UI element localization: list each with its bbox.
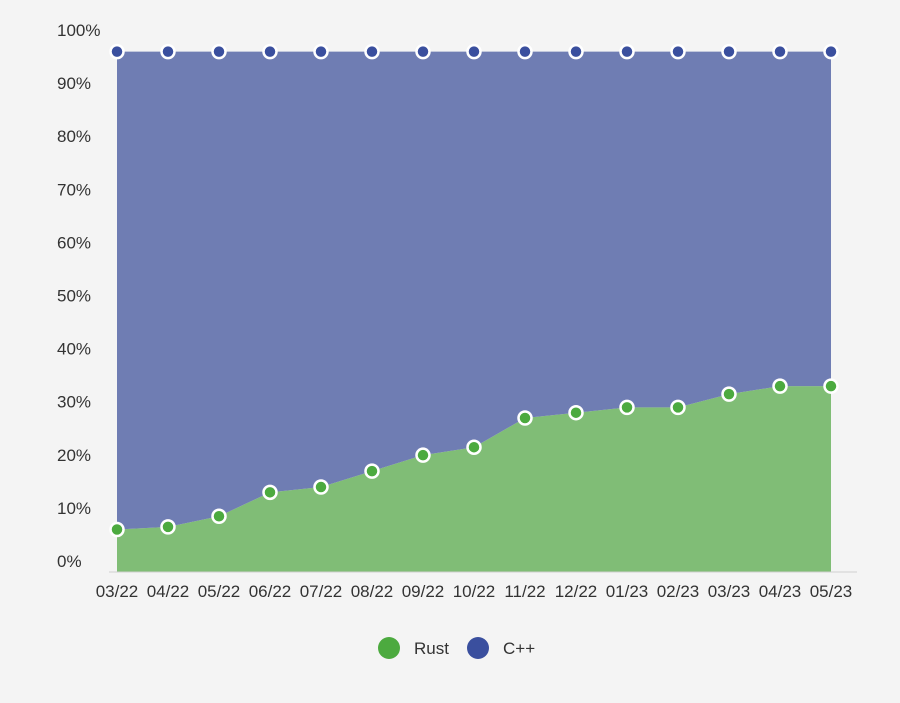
point-rust-0[interactable] <box>109 521 125 538</box>
x-tick-label: 10/22 <box>453 582 496 601</box>
x-tick-label: 08/22 <box>351 582 394 601</box>
y-tick-label: 50% <box>57 287 91 306</box>
x-tick-label: 05/23 <box>810 582 853 601</box>
legend: Rust C++ <box>378 637 535 659</box>
y-tick-label: 100% <box>57 21 100 40</box>
point-rust-4[interactable] <box>313 479 329 495</box>
point-c--9[interactable] <box>568 43 584 60</box>
y-tick-label: 40% <box>57 340 91 359</box>
point-rust-8[interactable] <box>517 410 533 426</box>
x-axis-ticks: 03/22 04/22 05/22 06/22 07/22 08/22 09/22 10/22… <box>96 582 853 601</box>
legend-label-rust[interactable]: Rust <box>414 639 449 658</box>
point-c--13[interactable] <box>772 43 788 60</box>
legend-marker-c-[interactable] <box>467 637 489 659</box>
point-rust-13[interactable] <box>772 378 788 394</box>
x-tick-label: 09/22 <box>402 582 445 601</box>
point-rust-7[interactable] <box>466 439 482 455</box>
point-c--5[interactable] <box>364 43 380 60</box>
area-c- <box>117 51 831 530</box>
legend-label-c-[interactable]: C++ <box>503 639 535 658</box>
y-tick-label: 10% <box>57 499 91 518</box>
point-c--11[interactable] <box>670 43 686 60</box>
y-tick-label: 90% <box>57 74 91 93</box>
point-rust-14[interactable] <box>823 378 839 394</box>
point-c--4[interactable] <box>313 43 329 60</box>
y-tick-label: 80% <box>57 127 91 146</box>
y-tick-label: 0% <box>57 552 82 571</box>
x-tick-label: 03/22 <box>96 582 139 601</box>
point-c--8[interactable] <box>517 43 533 60</box>
point-rust-9[interactable] <box>568 404 584 421</box>
point-rust-1[interactable] <box>160 519 176 535</box>
legend-marker-rust[interactable] <box>378 637 400 659</box>
area-layer <box>117 51 831 572</box>
y-tick-label: 30% <box>57 393 91 412</box>
x-tick-label: 06/22 <box>249 582 292 601</box>
point-c--2[interactable] <box>211 43 227 60</box>
point-c--7[interactable] <box>466 43 482 60</box>
point-rust-3[interactable] <box>262 484 278 501</box>
x-tick-label: 01/23 <box>606 582 649 601</box>
point-c--14[interactable] <box>823 43 839 60</box>
point-c--12[interactable] <box>721 43 737 60</box>
point-c--3[interactable] <box>262 43 278 60</box>
point-rust-11[interactable] <box>670 399 686 416</box>
x-tick-label: 07/22 <box>300 582 343 601</box>
point-rust-10[interactable] <box>619 399 635 416</box>
point-rust-6[interactable] <box>415 447 431 463</box>
points-layer <box>109 43 839 538</box>
x-tick-label: 12/22 <box>555 582 598 601</box>
point-c--1[interactable] <box>160 43 176 60</box>
point-rust-2[interactable] <box>211 508 227 524</box>
x-tick-label: 03/23 <box>708 582 751 601</box>
point-c--10[interactable] <box>619 43 635 60</box>
y-tick-label: 20% <box>57 446 91 465</box>
point-rust-5[interactable] <box>364 463 380 479</box>
y-tick-label: 60% <box>57 233 91 252</box>
x-tick-label: 04/22 <box>147 582 190 601</box>
y-axis-ticks: 0% 10% 20% 30% 40% 50% 60% 70% 80% 90% 100% <box>57 21 100 571</box>
x-tick-label: 11/22 <box>504 582 545 601</box>
y-tick-label: 70% <box>57 180 91 199</box>
x-tick-label: 04/23 <box>759 582 802 601</box>
point-c--0[interactable] <box>109 43 125 60</box>
x-tick-label: 02/23 <box>657 582 700 601</box>
point-rust-12[interactable] <box>721 386 737 402</box>
x-tick-label: 05/22 <box>198 582 241 601</box>
point-c--6[interactable] <box>415 43 431 60</box>
area-rust <box>117 386 831 572</box>
